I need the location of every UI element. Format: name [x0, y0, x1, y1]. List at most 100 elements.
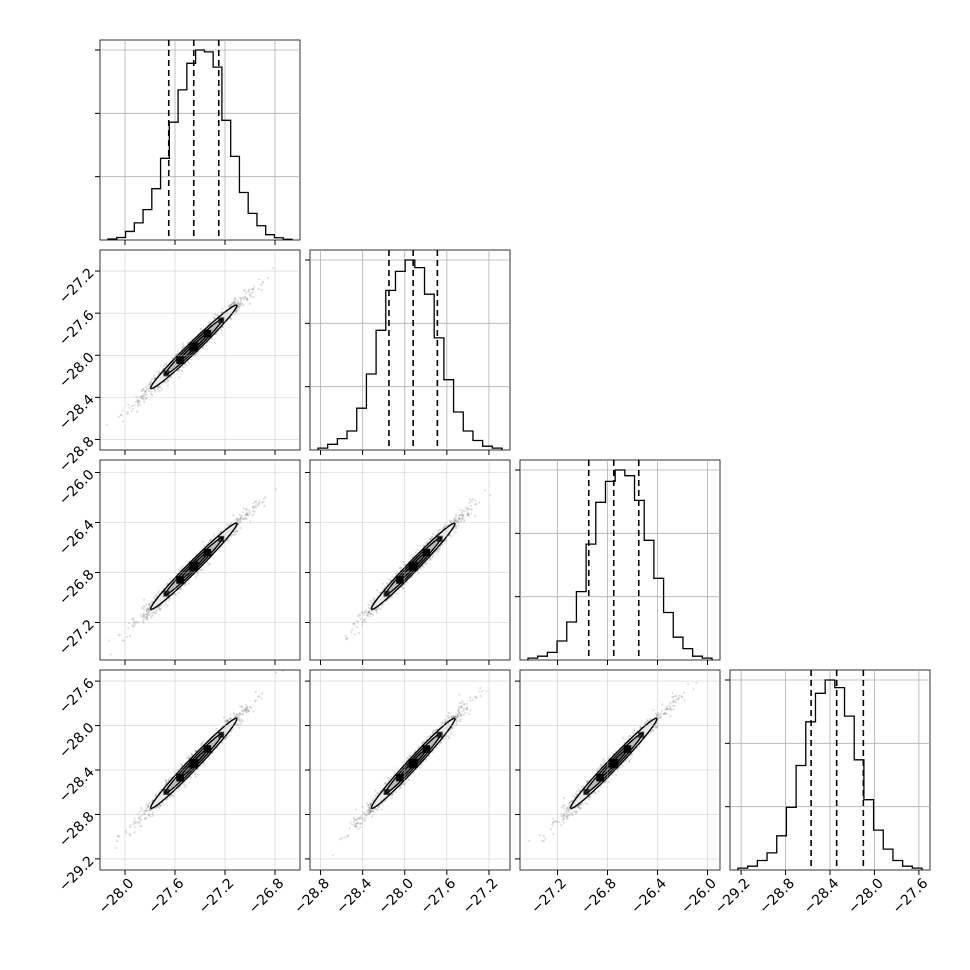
scatter-point — [381, 582, 385, 585]
scatter-point — [462, 514, 465, 517]
scatter-point — [243, 289, 246, 292]
scatter-point — [226, 718, 230, 721]
scatter-point — [138, 401, 141, 404]
scatter-point — [453, 517, 456, 520]
scatter-point — [187, 582, 190, 586]
density-bin — [163, 370, 170, 377]
scatter-point — [147, 387, 150, 390]
scatter-point — [435, 550, 438, 554]
scatter-point — [252, 502, 255, 505]
scatter-point — [453, 517, 456, 520]
scatter-point — [151, 811, 154, 814]
scatter-point — [135, 395, 138, 399]
scatter-point — [263, 504, 266, 507]
scatter-point — [172, 795, 176, 798]
scatter-point — [345, 637, 348, 640]
scatter-point — [140, 825, 143, 828]
scatter-point — [344, 634, 347, 637]
scatter-point — [238, 712, 241, 715]
scatter-point — [202, 347, 205, 350]
scatter-point — [233, 313, 236, 316]
scatter-point — [375, 609, 378, 613]
scatter-point — [368, 610, 371, 613]
contour-line — [370, 522, 456, 611]
scatter-point — [144, 809, 148, 813]
scatter-point — [429, 538, 432, 541]
scatter-point — [367, 613, 370, 616]
scatter-point — [457, 518, 460, 521]
scatter-point — [137, 400, 140, 404]
scatter-point — [474, 499, 477, 502]
tick-marks — [305, 259, 490, 455]
density-bin — [163, 590, 170, 597]
scatter-point — [257, 502, 260, 505]
scatter-point — [369, 599, 372, 603]
scatter-point — [443, 540, 446, 543]
scatter-point — [233, 712, 236, 715]
scatter-point — [177, 591, 180, 595]
scatter-point — [182, 783, 185, 786]
scatter-point — [357, 613, 360, 617]
scatter-point — [254, 506, 257, 509]
scatter-point — [234, 301, 237, 304]
scatter-point — [215, 314, 218, 317]
scatter-point — [257, 504, 260, 507]
hist-panel-2 — [515, 459, 721, 665]
scatter-point — [157, 386, 160, 389]
scatter-point — [456, 520, 459, 523]
scatter-point — [136, 400, 139, 403]
scatter-point — [235, 530, 238, 533]
scatter-point — [432, 532, 435, 536]
histogram-step — [737, 679, 923, 870]
scatter-point — [246, 512, 249, 516]
scatter-point — [258, 502, 261, 505]
y-tick-label: −26.0 — [56, 467, 98, 509]
scatter-point — [225, 719, 228, 722]
scatter-point — [174, 593, 177, 597]
scatter-point — [179, 369, 182, 372]
scatter-point — [234, 301, 237, 304]
scatter-point — [183, 584, 186, 587]
scatter-point — [463, 520, 466, 523]
scatter-point — [168, 795, 171, 799]
scatter-point — [232, 300, 235, 303]
scatter-point — [168, 597, 172, 600]
scatter-point — [129, 824, 132, 827]
scatter-point — [147, 805, 150, 809]
scatter-point — [248, 302, 252, 305]
scatter-point — [150, 377, 153, 380]
histogram-step — [317, 259, 503, 450]
scatter-point — [240, 516, 243, 519]
contour-line — [164, 318, 224, 376]
scatter-point — [431, 555, 434, 558]
scatter-point — [185, 756, 188, 760]
scatter-point — [140, 808, 143, 811]
scatter-point — [147, 609, 150, 612]
scatter-point — [155, 794, 158, 797]
scatter-point — [234, 298, 237, 301]
scatter-point — [465, 509, 468, 512]
scatter-point — [229, 304, 232, 307]
scatter-point — [244, 513, 247, 517]
scatter-point — [158, 390, 161, 393]
scatter-point — [458, 517, 461, 520]
scatter-point — [367, 610, 370, 614]
scatter-point — [225, 523, 229, 526]
scatter-point — [127, 403, 130, 406]
scatter-point — [130, 405, 134, 408]
scatter-point — [164, 381, 168, 384]
scatter-point — [140, 395, 143, 398]
scatter-point — [149, 808, 152, 812]
scatter-point — [229, 304, 232, 307]
scatter-point — [158, 608, 161, 611]
scatter-point — [455, 523, 458, 526]
scatter-point — [375, 608, 378, 611]
scatter-point — [172, 594, 175, 597]
scatter-point — [371, 614, 374, 617]
scatter-point — [470, 499, 473, 502]
scatter-point — [246, 514, 250, 517]
scatter-point — [237, 301, 240, 305]
scatter-point — [221, 307, 224, 310]
scatter-point — [406, 581, 409, 584]
scatter-point — [122, 639, 126, 642]
